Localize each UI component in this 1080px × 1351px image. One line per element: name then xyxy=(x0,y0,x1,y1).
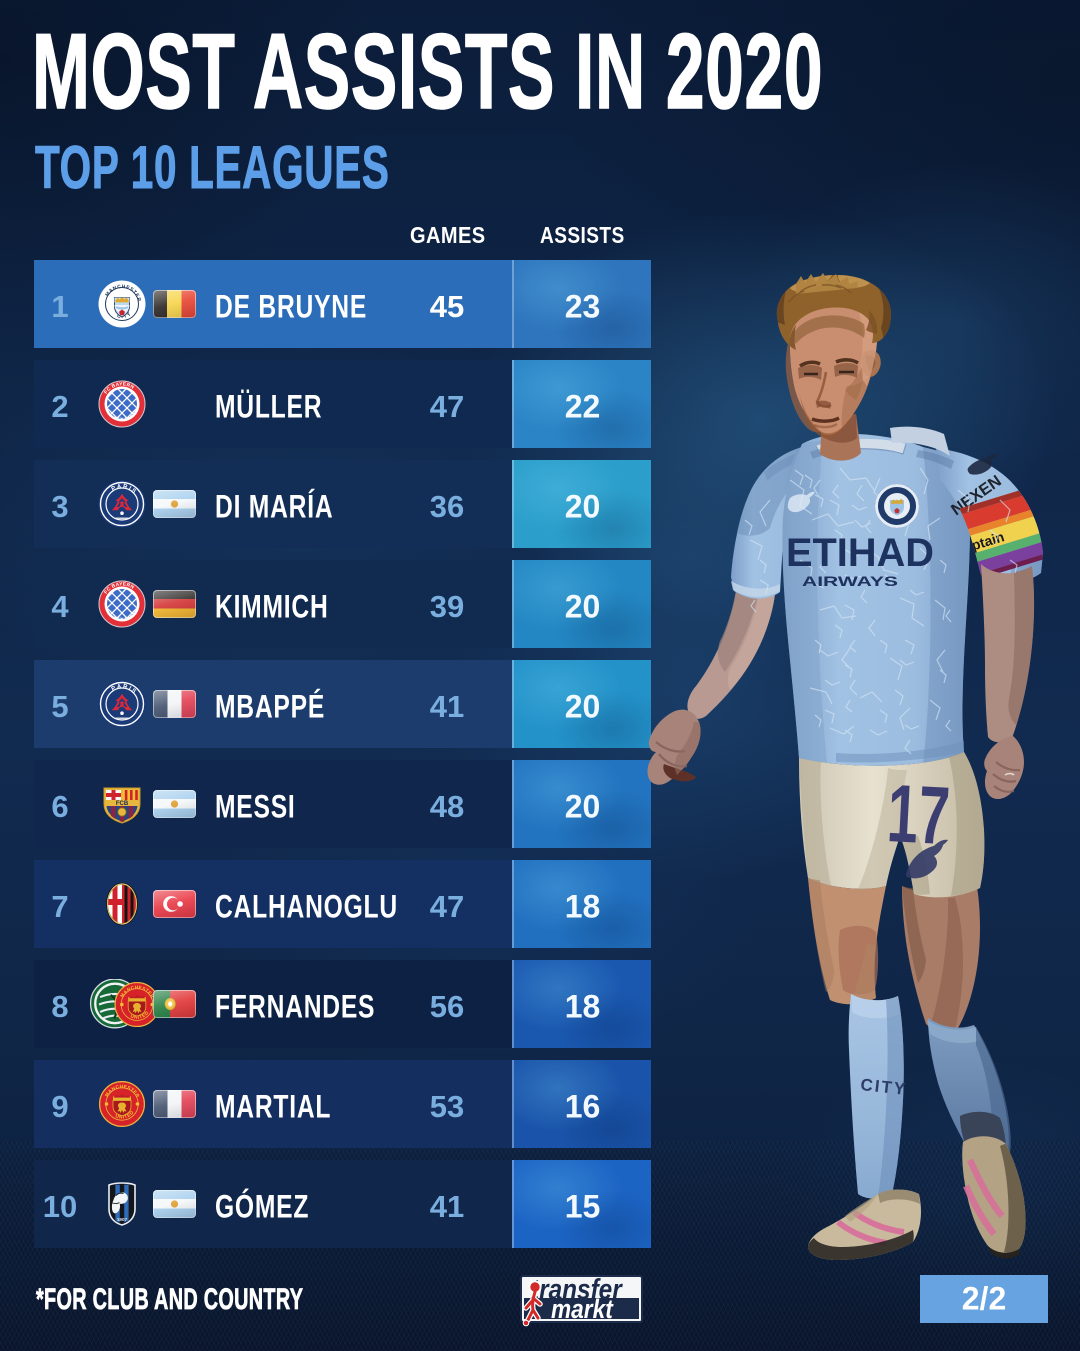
svg-text:1907: 1907 xyxy=(117,1217,128,1222)
svg-text:AIRWAYS: AIRWAYS xyxy=(802,573,898,589)
svg-text:CITY: CITY xyxy=(860,1075,908,1099)
svg-text:FCB: FCB xyxy=(116,801,129,807)
svg-text:ETIHAD: ETIHAD xyxy=(786,531,934,575)
